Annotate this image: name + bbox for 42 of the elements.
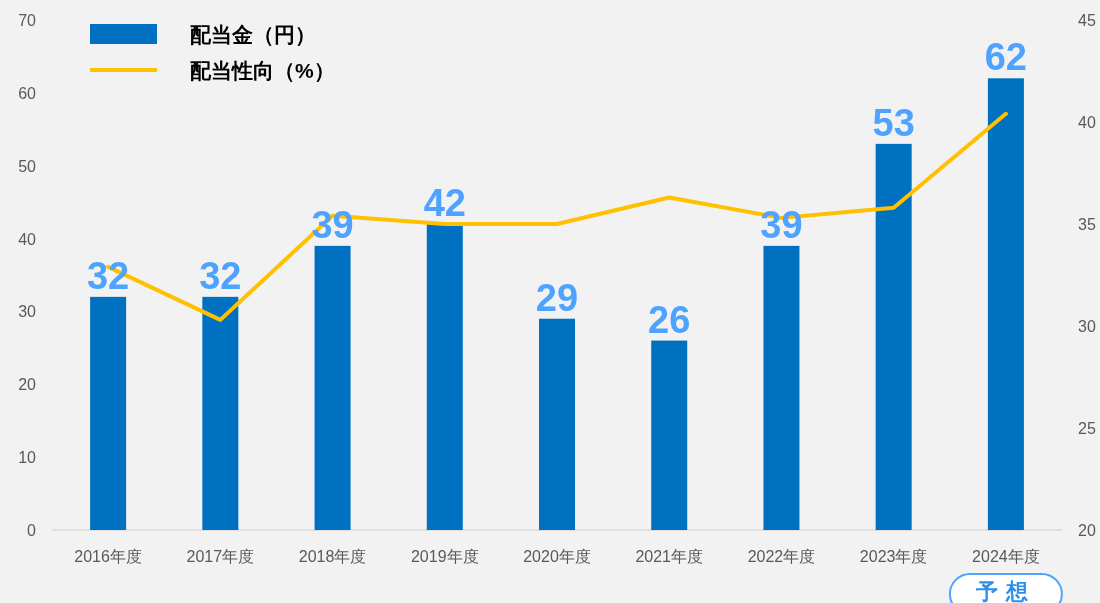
bar (539, 318, 575, 530)
data-label: 62 (984, 36, 1028, 79)
y2-tick-label: 20 (1078, 522, 1096, 539)
bar (987, 78, 1024, 530)
x-tick-label: 2017年度 (186, 548, 255, 565)
y2-tick-label: 40 (1078, 114, 1096, 131)
y-tick-label: 0 (27, 522, 37, 539)
y-tick-label: 20 (18, 376, 37, 394)
legend-label: 配当金（円） (190, 23, 316, 46)
x-tick-label: 2016年度 (74, 548, 142, 565)
x-tick-label: 2019年度 (410, 548, 479, 565)
y2-tick-label: 35 (1078, 216, 1096, 233)
y-tick-label: 10 (18, 449, 37, 467)
legend-label: 配当性向（%） (190, 59, 335, 82)
y-tick-label: 40 (18, 230, 37, 248)
data-label: 26 (648, 298, 691, 341)
y-tick-label: 50 (18, 157, 37, 175)
data-label: 53 (872, 101, 915, 144)
y-tick-label: 70 (18, 12, 37, 29)
bar (202, 296, 239, 530)
data-label: 32 (86, 254, 130, 297)
y-tick-label: 30 (18, 303, 37, 321)
data-label: 42 (423, 182, 466, 224)
annotation: 予想 (948, 573, 1063, 603)
x-tick-label: 2023年度 (859, 548, 928, 565)
data-label: 29 (535, 276, 579, 319)
bar (426, 224, 463, 530)
x-tick-label: 2024年度 (972, 548, 1040, 565)
bar (314, 245, 351, 530)
bar (875, 143, 912, 530)
bar (651, 340, 688, 530)
y2-tick-label: 30 (1078, 318, 1096, 335)
x-tick-label: 2022年度 (747, 548, 816, 565)
x-tick-label: 2021年度 (635, 548, 704, 565)
x-tick-label: 2018年度 (298, 548, 367, 565)
data-label: 32 (199, 254, 242, 297)
y2-tick-label: 25 (1078, 420, 1096, 437)
y2-tick-label: 45 (1078, 12, 1096, 29)
bar (90, 296, 127, 530)
x-tick-label: 2020年度 (523, 548, 591, 565)
y-tick-label: 60 (18, 84, 37, 102)
bar (763, 245, 800, 530)
